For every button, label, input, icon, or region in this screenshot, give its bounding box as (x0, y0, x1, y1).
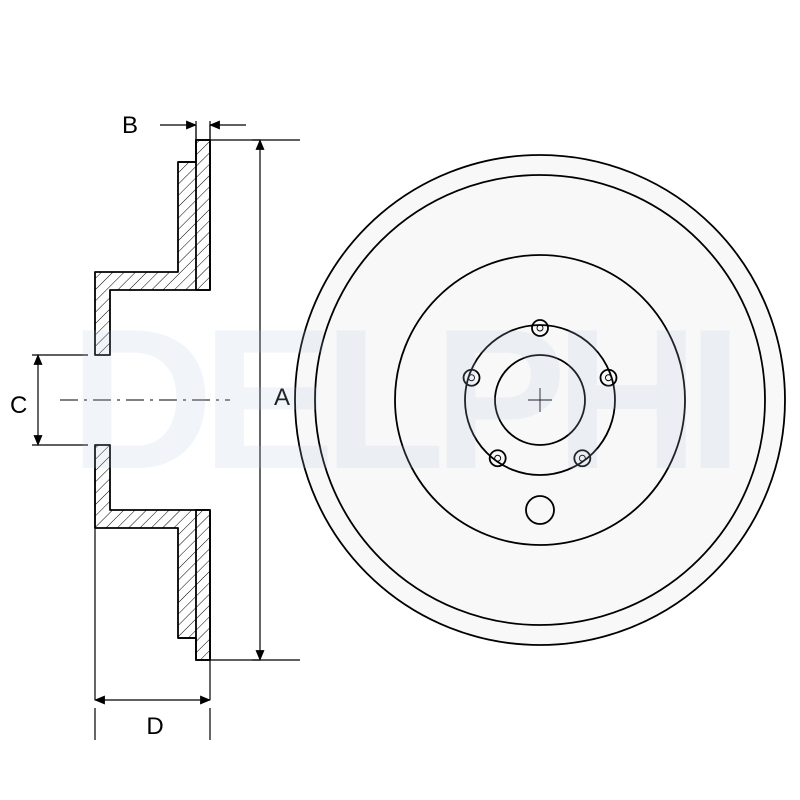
front-view (295, 155, 785, 645)
technical-drawing: A C D B (0, 0, 800, 800)
svg-text:D: D (146, 713, 163, 740)
svg-text:A: A (274, 384, 290, 411)
side-view-cross-section (60, 140, 230, 660)
svg-text:B: B (122, 112, 138, 139)
dimension-lines: A C D B (10, 112, 300, 740)
svg-text:C: C (10, 392, 27, 419)
